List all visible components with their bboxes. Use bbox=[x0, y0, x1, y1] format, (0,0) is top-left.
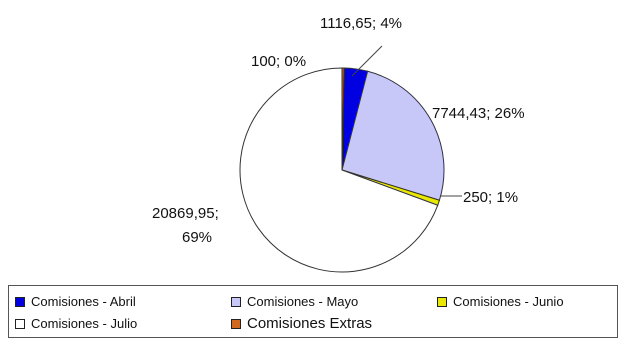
legend-item-julio: Comisiones - Julio bbox=[15, 316, 137, 331]
data-label-mayo: 7744,43; 26% bbox=[432, 105, 525, 122]
legend-item-mayo: Comisiones - Mayo bbox=[231, 294, 358, 309]
legend-swatch-julio bbox=[15, 318, 25, 329]
data-label-abril: 1116,65; 4% bbox=[320, 15, 402, 32]
legend-label-mayo: Comisiones - Mayo bbox=[247, 294, 359, 309]
data-label-extras: 100; 0% bbox=[251, 53, 306, 70]
data-label-junio: 250; 1% bbox=[463, 189, 518, 206]
legend-item-abril: Comisiones - Abril bbox=[15, 294, 136, 309]
data-label-julio-value: 20869,95; bbox=[152, 205, 219, 222]
legend-item-junio: Comisiones - Junio bbox=[437, 294, 564, 309]
pie-slice-mayo bbox=[341, 70, 445, 201]
legend-label-abril: Comisiones - Abril bbox=[31, 294, 136, 309]
legend-swatch-junio bbox=[437, 296, 447, 307]
legend-swatch-mayo bbox=[231, 296, 241, 307]
data-label-julio-percent: 69% bbox=[182, 229, 212, 246]
legend-label-julio: Comisiones - Julio bbox=[31, 316, 138, 331]
legend-swatch-abril bbox=[15, 296, 25, 307]
legend-label-junio: Comisiones - Junio bbox=[453, 294, 564, 309]
leader-line-abril bbox=[351, 45, 383, 77]
chart-legend: Comisiones - Abril Comisiones - Mayo Com… bbox=[8, 285, 618, 338]
pie-chart: 100; 0% 1116,65; 4% 7744,43; 26% 250; 1%… bbox=[152, 15, 525, 273]
legend-swatch-extras bbox=[231, 318, 241, 329]
legend-label-extras: Comisiones Extras bbox=[247, 315, 373, 332]
pie-slice-julio bbox=[239, 67, 439, 273]
legend-item-extras: Comisiones Extras bbox=[231, 315, 372, 332]
